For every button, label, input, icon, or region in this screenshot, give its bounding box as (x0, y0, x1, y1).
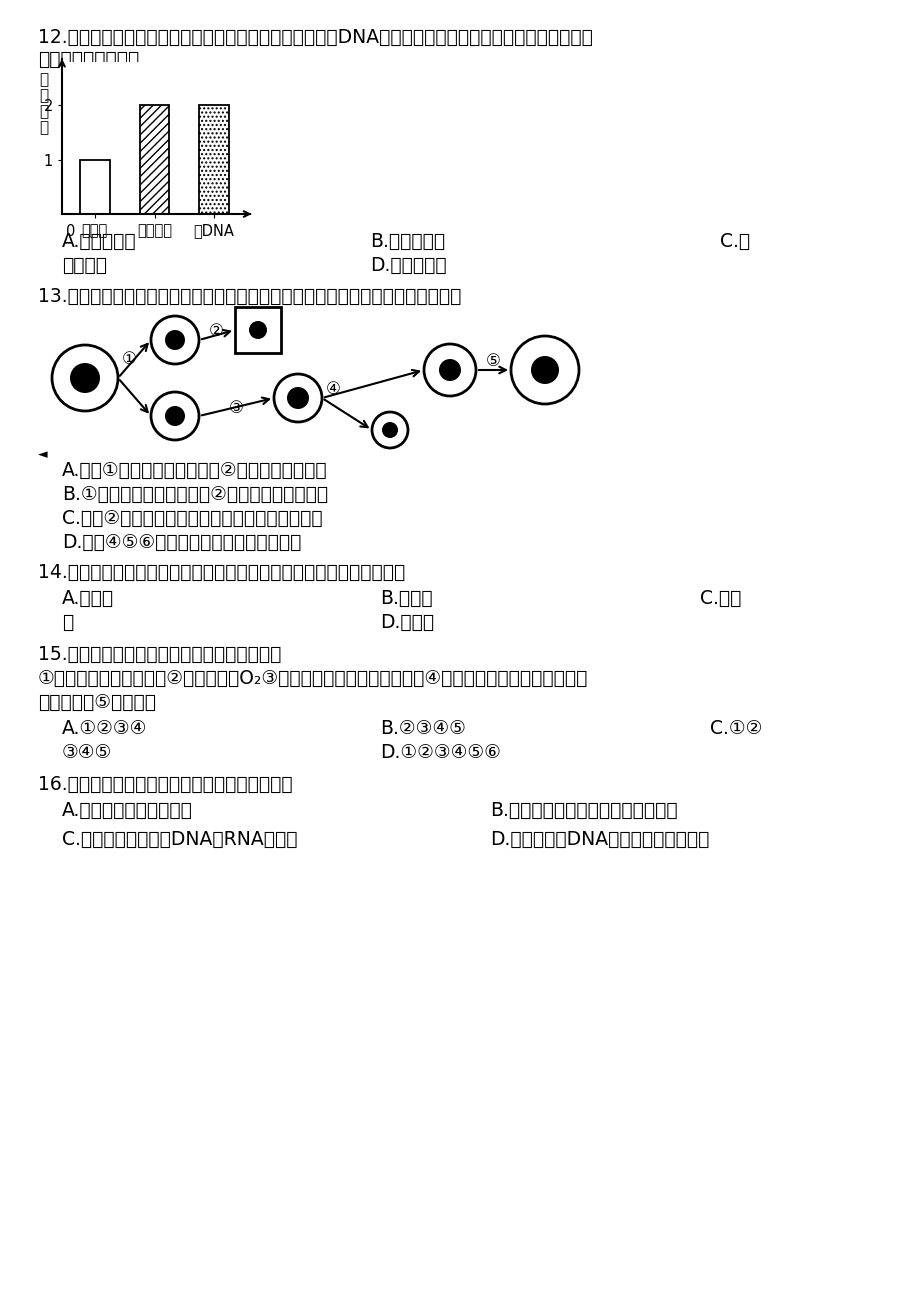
Text: 相: 相 (40, 72, 49, 87)
Circle shape (381, 422, 398, 437)
Text: B.线粒体: B.线粒体 (380, 589, 432, 608)
Text: D.图中④⑤⑥过程表示一个完整的细胞周期: D.图中④⑤⑥过程表示一个完整的细胞周期 (62, 533, 301, 552)
Text: C.后: C.后 (720, 232, 749, 251)
Text: A.核糖体: A.核糖体 (62, 589, 114, 608)
Text: C.不同生物所具有的DNA和RNA有差异: C.不同生物所具有的DNA和RNA有差异 (62, 829, 297, 849)
Text: A.①②③④: A.①②③④ (62, 719, 147, 738)
Circle shape (70, 363, 100, 393)
Text: ①催化细胞内的化学反应②血液中运输O₂③构成细胞和生物体的结构　　④与相应抵原结合帮助人体抗御: ①催化细胞内的化学反应②血液中运输O₂③构成细胞和生物体的结构 ④与相应抵原结合… (38, 669, 588, 687)
Bar (234, 307, 280, 353)
Circle shape (287, 387, 309, 409)
Text: A.核酸是遗传信息的载体: A.核酸是遗传信息的载体 (62, 801, 193, 820)
Text: B.②③④⑤: B.②③④⑤ (380, 719, 465, 738)
Text: ◄: ◄ (38, 448, 48, 461)
Text: ②: ② (209, 322, 223, 340)
Circle shape (530, 355, 559, 384)
Text: C.①②: C.①② (709, 719, 762, 738)
Text: D.①②③④⑤⑥: D.①②③④⑤⑥ (380, 743, 500, 762)
Text: 对: 对 (40, 89, 49, 103)
Circle shape (438, 359, 460, 381)
Text: 数: 数 (40, 104, 49, 118)
Text: 量: 量 (40, 120, 49, 135)
Text: D.真核细胞的DNA主要分布在细胞核中: D.真核细胞的DNA主要分布在细胞核中 (490, 829, 709, 849)
Text: ③④⑤: ③④⑤ (62, 743, 112, 762)
Bar (199, 105, 229, 214)
Circle shape (249, 322, 267, 339)
Text: 13.　如图表示生物体内的有关细胞的一些生命现象．下列说法中错误的是（　　）: 13. 如图表示生物体内的有关细胞的一些生命现象．下列说法中错误的是（ ） (38, 286, 460, 306)
Bar (80, 160, 109, 214)
Text: 期和末期: 期和末期 (62, 256, 107, 275)
Text: 0: 0 (66, 224, 75, 238)
Text: B.①过程增加了细胞数量，②过程增加了细胞种类: B.①过程增加了细胞数量，②过程增加了细胞种类 (62, 486, 328, 504)
Text: 网: 网 (62, 613, 74, 631)
Circle shape (165, 406, 185, 426)
Text: D.间期和末期: D.间期和末期 (369, 256, 446, 275)
Text: ⑤: ⑤ (485, 352, 500, 370)
Text: C.内质: C.内质 (699, 589, 741, 608)
Text: ③: ③ (228, 398, 244, 417)
Text: 12.　如图表示细胞有丝分裂过程中染色体、染色单体和核DNA相对数量的关系，该细胞最可能处于有丝分: 12. 如图表示细胞有丝分裂过程中染色体、染色单体和核DNA相对数量的关系，该细… (38, 29, 592, 47)
Text: B.核酸的基本组成单位是脱氧核苷酸: B.核酸的基本组成单位是脱氧核苷酸 (490, 801, 677, 820)
Text: C.图中②过程发生的根本原因是基因的选择性表达: C.图中②过程发生的根本原因是基因的选择性表达 (62, 509, 323, 529)
Circle shape (165, 329, 185, 350)
Text: B.中期和后期: B.中期和后期 (369, 232, 445, 251)
Bar (140, 105, 169, 214)
Text: A.图中①过程表示细胞分裂，②过程表示细胞分化: A.图中①过程表示细胞分裂，②过程表示细胞分化 (62, 461, 327, 480)
Text: 病菌的侵害⑤信息传递: 病菌的侵害⑤信息传递 (38, 693, 156, 712)
Text: ④: ④ (325, 380, 341, 398)
Text: 14.　大肠杆菌与草履虫都属于单细胞生物，二者共有的细胞器是（　）: 14. 大肠杆菌与草履虫都属于单细胞生物，二者共有的细胞器是（ ） (38, 562, 404, 582)
Text: D.中心体: D.中心体 (380, 613, 434, 631)
Text: 16.　下列关于核酸的叙述中不正确的是（　　）: 16. 下列关于核酸的叙述中不正确的是（ ） (38, 775, 292, 794)
Text: 15.　下列生命活动与蛋白质有关的是（　　）: 15. 下列生命活动与蛋白质有关的是（ ） (38, 644, 281, 664)
Text: 裂的（　　　　　）: 裂的（ ） (38, 49, 139, 69)
Text: A.前期和中期: A.前期和中期 (62, 232, 137, 251)
Text: ①: ① (122, 350, 137, 368)
